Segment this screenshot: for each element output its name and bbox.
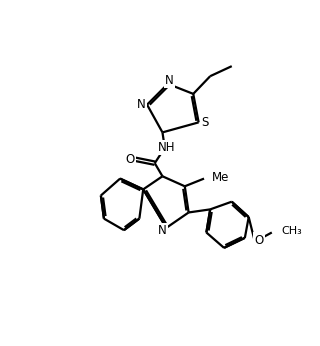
Text: CH₃: CH₃ [281, 226, 302, 236]
Text: O: O [125, 153, 135, 166]
Text: Me: Me [212, 171, 229, 184]
Text: N: N [165, 73, 174, 86]
Text: O: O [254, 234, 263, 247]
Text: S: S [201, 116, 209, 129]
Text: N: N [158, 225, 167, 237]
Text: N: N [137, 98, 146, 111]
Text: NH: NH [157, 141, 175, 154]
